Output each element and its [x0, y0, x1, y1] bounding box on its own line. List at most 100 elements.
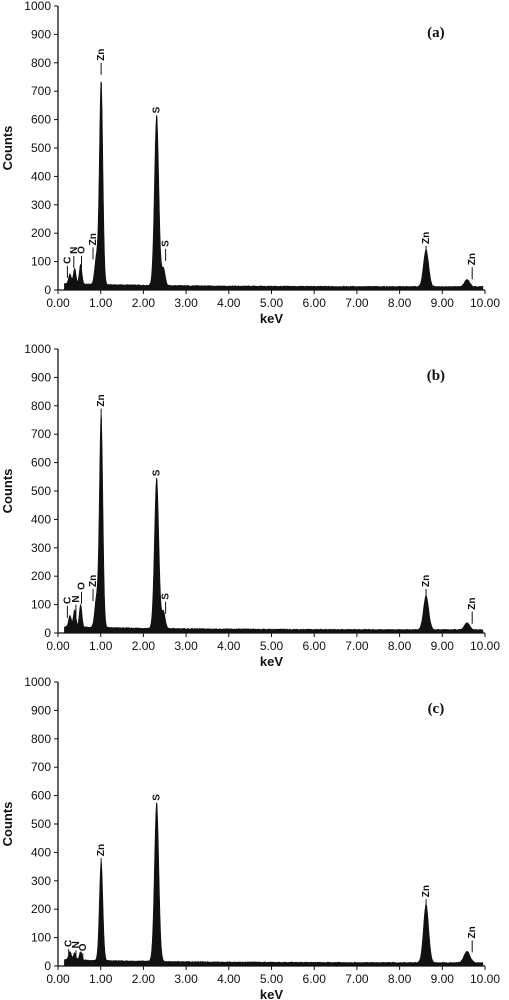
- y-tick-label: 700: [31, 84, 51, 98]
- x-tick-label: 7.00: [345, 972, 369, 986]
- panel-2: 0 100 200 300 400 500 600 700 800 900 1000 0.00 1.00…: [0, 342, 500, 669]
- y-tick-label: 200: [31, 902, 51, 916]
- x-tick-label: 2.00: [132, 972, 156, 986]
- x-tick-label: 1.00: [89, 296, 113, 310]
- x-tick-label: 4.00: [217, 296, 241, 310]
- x-tick-label: 4.00: [217, 972, 241, 986]
- x-tick-label: 0.00: [46, 639, 70, 653]
- peak-label-n: N: [69, 247, 80, 254]
- y-tick-label: 0: [44, 959, 51, 973]
- x-tick-label: 6.00: [303, 639, 327, 653]
- x-tick-label: 8.00: [388, 296, 412, 310]
- y-tick-label: 500: [31, 484, 51, 498]
- y-tick-label: 200: [31, 569, 51, 583]
- y-axis-label: Counts: [0, 802, 15, 847]
- spectrum-area: [64, 415, 484, 634]
- x-tick-label: 4.00: [217, 639, 241, 653]
- peak-label-s: S: [161, 240, 172, 247]
- y-tick-label: 1000: [24, 675, 51, 689]
- y-tick-label: 100: [31, 931, 51, 945]
- y-tick-label: 800: [31, 399, 51, 413]
- x-tick-label: 3.00: [174, 639, 198, 653]
- x-axis-label: keV: [260, 987, 283, 1000]
- x-tick-label: 10.00: [470, 296, 500, 310]
- peak-label-zn: Zn: [88, 575, 99, 587]
- y-tick-label: 600: [31, 789, 51, 803]
- x-tick-label: 6.00: [303, 296, 327, 310]
- y-tick-label: 300: [31, 541, 51, 555]
- peak-label-zn: Zn: [88, 233, 99, 245]
- x-tick-label: 3.00: [174, 296, 198, 310]
- y-tick-label: 0: [44, 626, 51, 640]
- x-tick-label: 1.00: [89, 639, 113, 653]
- y-tick-label: 800: [31, 56, 51, 70]
- x-axis-label: keV: [260, 654, 283, 669]
- panel-1: 0 100 200 300 400 500 600 700 800 900 1000 0.00 1.00…: [0, 0, 500, 326]
- peak-label-c: C: [62, 597, 73, 604]
- peak-label-o: O: [76, 246, 87, 254]
- peak-label-o: O: [78, 943, 89, 951]
- y-tick-label: 700: [31, 427, 51, 441]
- x-tick-label: 6.00: [303, 972, 327, 986]
- x-tick-label: 5.00: [260, 972, 284, 986]
- peak-label-n: N: [71, 941, 82, 948]
- x-tick-label: 0.00: [46, 972, 70, 986]
- peak-label-zn: Zn: [467, 597, 478, 609]
- x-tick-label: 1.00: [89, 972, 113, 986]
- peak-label-zn: Zn: [467, 253, 478, 265]
- y-tick-label: 600: [31, 456, 51, 470]
- y-tick-label: 200: [31, 226, 51, 240]
- y-tick-label: 0: [44, 283, 51, 297]
- y-tick-label: 500: [31, 141, 51, 155]
- x-tick-label: 8.00: [388, 639, 412, 653]
- peak-label-c: C: [64, 940, 75, 947]
- peak-label-o: O: [76, 582, 87, 590]
- y-tick-label: 100: [31, 255, 51, 269]
- x-tick-label: 8.00: [388, 972, 412, 986]
- x-tick-label: 9.00: [431, 639, 455, 653]
- panel-label: (c): [428, 701, 445, 717]
- peak-label-c: C: [62, 257, 73, 264]
- x-tick-label: 2.00: [132, 639, 156, 653]
- x-tick-label: 7.00: [345, 639, 369, 653]
- peak-label-zn: Zn: [96, 49, 107, 61]
- panel-label: (b): [427, 368, 445, 384]
- y-tick-label: 400: [31, 845, 51, 859]
- peak-label-zn: Zn: [96, 844, 107, 856]
- x-tick-label: 9.00: [431, 296, 455, 310]
- spectrum-area: [64, 802, 484, 967]
- peak-label-n: N: [71, 595, 82, 602]
- peak-label-zn: Zn: [421, 885, 432, 897]
- peak-label-zn: Zn: [96, 394, 107, 406]
- x-tick-label: 10.00: [470, 972, 500, 986]
- x-tick-label: 5.00: [260, 639, 284, 653]
- x-axis-label: keV: [260, 311, 283, 326]
- x-tick-label: 2.00: [132, 296, 156, 310]
- y-tick-label: 900: [31, 370, 51, 384]
- y-tick-label: 1000: [24, 0, 51, 13]
- y-tick-label: 900: [31, 703, 51, 717]
- y-axis-label: Counts: [0, 469, 15, 514]
- x-tick-label: 3.00: [174, 972, 198, 986]
- panel-label: (a): [427, 25, 445, 41]
- x-tick-label: 9.00: [431, 972, 455, 986]
- x-tick-label: 0.00: [46, 296, 70, 310]
- y-tick-label: 400: [31, 512, 51, 526]
- y-tick-label: 300: [31, 198, 51, 212]
- x-tick-label: 10.00: [470, 639, 500, 653]
- x-tick-label: 5.00: [260, 296, 284, 310]
- y-axis-label: Counts: [0, 126, 15, 171]
- panel-3: 0 100 200 300 400 500 600 700 800 900 1000 0.00 1.00…: [0, 675, 500, 1000]
- peak-label-zn: Zn: [421, 232, 432, 244]
- peak-label-s: S: [161, 593, 172, 600]
- peak-label-zn: Zn: [467, 926, 478, 938]
- y-tick-label: 700: [31, 760, 51, 774]
- peak-label-s: S: [152, 106, 163, 113]
- y-tick-label: 900: [31, 27, 51, 41]
- spectrum-area: [64, 81, 484, 291]
- y-tick-label: 100: [31, 598, 51, 612]
- y-tick-label: 300: [31, 874, 51, 888]
- peak-label-zn: Zn: [421, 575, 432, 587]
- y-tick-label: 600: [31, 113, 51, 127]
